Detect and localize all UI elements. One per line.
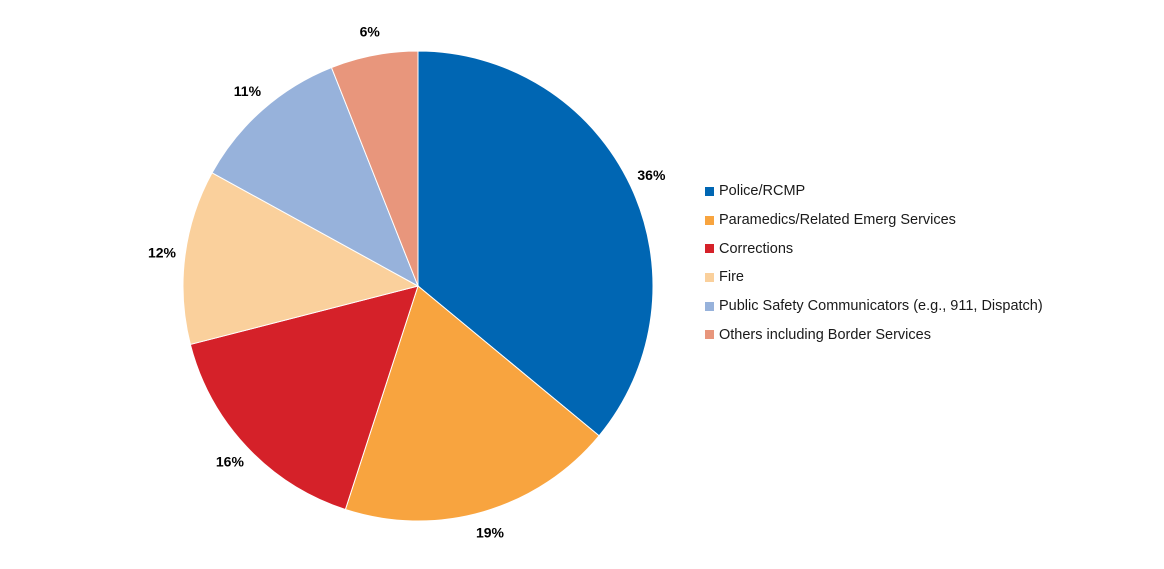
legend-swatch	[705, 244, 714, 254]
legend-swatch	[705, 215, 714, 225]
legend-label: Corrections	[719, 240, 794, 257]
data-label-corrections: 16%	[216, 453, 245, 469]
legend-swatch	[705, 186, 714, 196]
chart-legend: Police/RCMP Paramedics/Related Emerg Serv…	[705, 177, 1043, 349]
data-label-police-rcmp: 36%	[637, 167, 666, 183]
legend-item-paramedics-related-emerg-services: Paramedics/Related Emerg Services	[705, 206, 1043, 235]
legend-swatch	[705, 330, 714, 340]
pie-slice-corrections	[189, 285, 419, 511]
legend-label: Public Safety Communicators (e.g., 911, …	[719, 298, 1043, 315]
pie-slice-police-rcmp	[417, 50, 654, 437]
data-label-public-safety-communicators-e-g-911-dispatch: 11%	[234, 83, 262, 99]
legend-label: Paramedics/Related Emerg Services	[719, 212, 956, 229]
data-label-fire: 12%	[148, 244, 177, 260]
legend-item-fire: Fire	[705, 263, 1043, 292]
data-label-others-including-border-services: 6%	[360, 23, 381, 39]
legend-label: Others including Border Services	[719, 326, 931, 343]
legend-item-corrections: Corrections	[705, 234, 1043, 263]
legend-swatch	[705, 301, 714, 311]
legend-label: Fire	[719, 269, 744, 286]
pie-slice-paramedics-related-emerg-services	[344, 285, 600, 522]
pie-slice-others-including-border-services	[330, 50, 419, 287]
legend-item-others-including-border-services: Others including Border Services	[705, 320, 1043, 349]
legend-label: Police/RCMP	[719, 183, 806, 200]
pie-data-labels: 36% 19% 16% 12% 11% 6%	[148, 23, 666, 540]
legend-swatch	[705, 272, 714, 282]
legend-item-public-safety-communicators-e-g-911-dispatch: Public Safety Communicators (e.g., 911, …	[705, 292, 1043, 321]
pie-slice-public-safety-communicators-e-g-911-dispatch	[211, 66, 419, 288]
data-label-paramedics-related-emerg-services: 19%	[476, 525, 505, 541]
legend-item-police-rcmp: Police/RCMP	[705, 177, 1043, 206]
pie-slice-fire	[182, 172, 420, 346]
pie-slices	[182, 50, 654, 522]
